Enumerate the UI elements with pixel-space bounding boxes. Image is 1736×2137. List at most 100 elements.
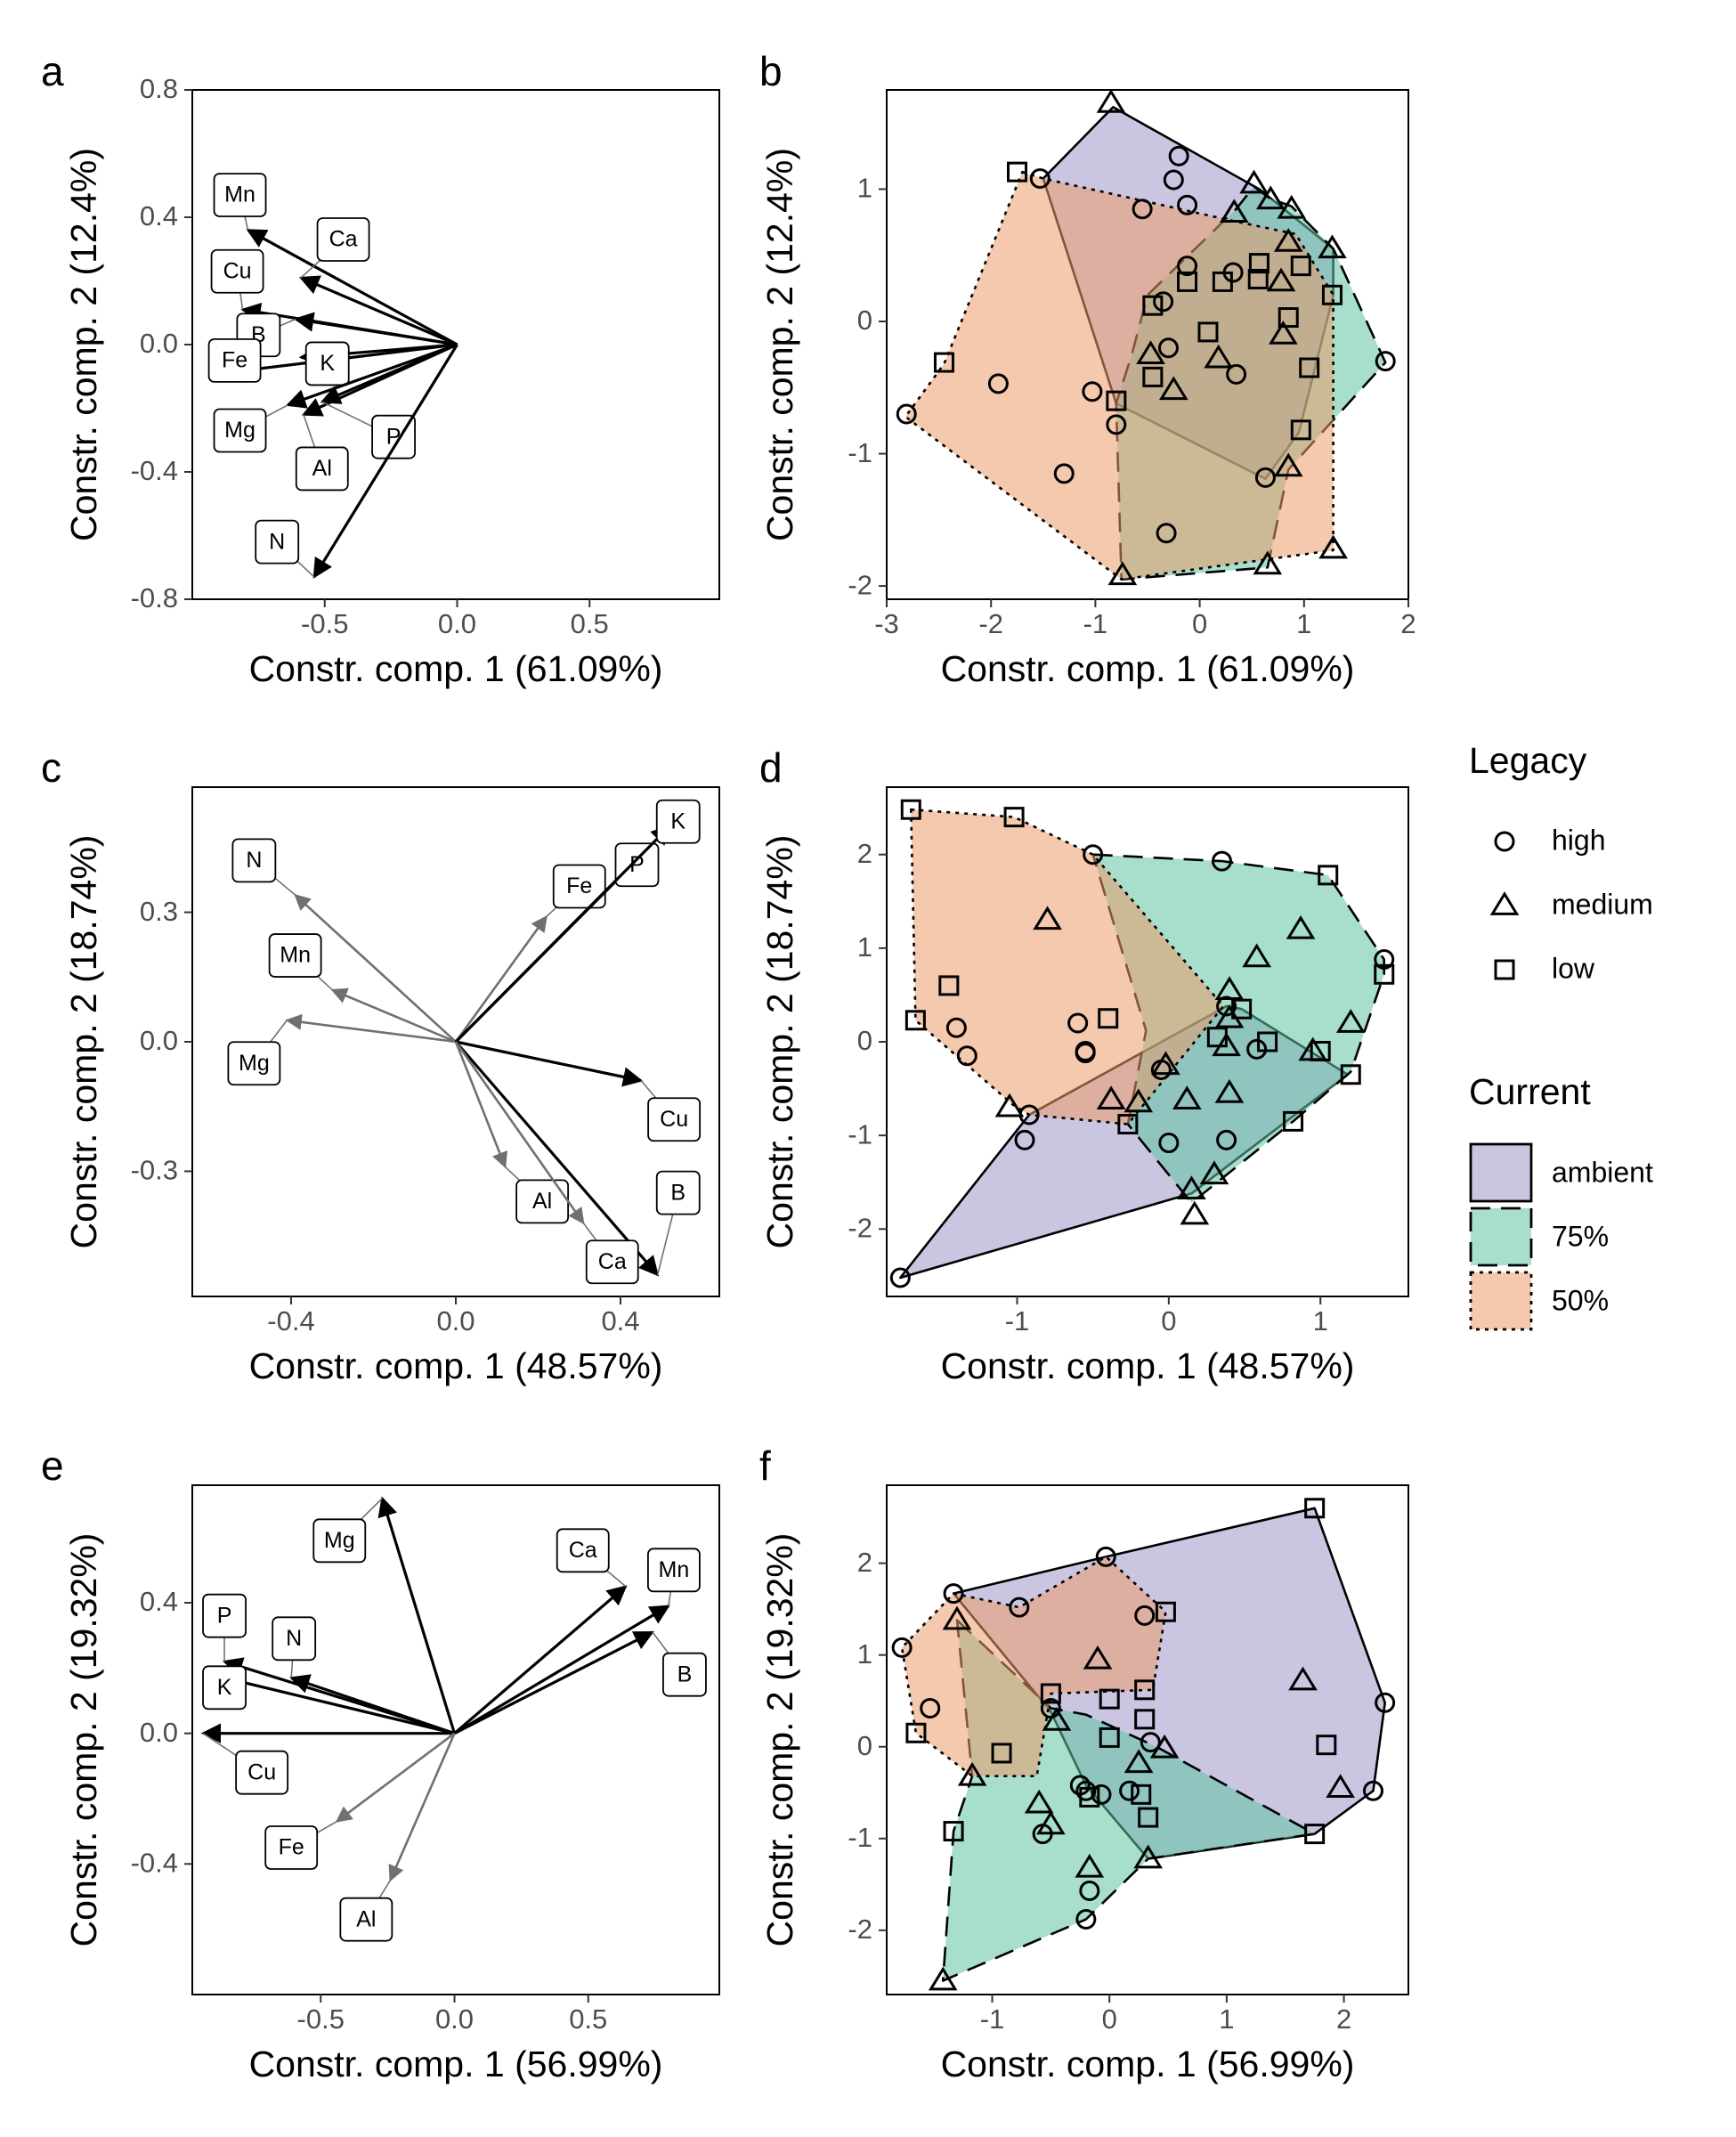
label-box — [207, 337, 262, 383]
hull-50pct — [900, 1556, 1167, 1777]
label-box — [227, 1041, 281, 1086]
data-point-square — [991, 1743, 1012, 1764]
data-point-circle — [1014, 1129, 1035, 1150]
y-tick-label: 0 — [857, 1730, 872, 1761]
vector-Cu — [455, 1040, 644, 1087]
data-point-triangle — [1042, 1706, 1072, 1731]
vector-label-Fe: Fe — [552, 864, 606, 909]
panel-d: d -1 0 1 -2 -1 0 1 2 Constr. comp. 1 (48.57%) Cons… — [759, 744, 1409, 1386]
data-point-square — [1177, 271, 1198, 292]
vector-label-Mn: Mn — [268, 933, 322, 978]
x-tick-label: 0.0 — [438, 608, 476, 639]
legend-item-medium: medium — [1489, 888, 1653, 920]
data-point-triangle — [1204, 344, 1234, 369]
y-tick-label: 2 — [857, 1547, 872, 1578]
y-tick-label: 1 — [857, 1638, 872, 1670]
legend: Legacy high medium low Current ambient 75% 50% — [1469, 740, 1653, 1331]
y-axis: -0.3 0.0 0.3 — [131, 896, 192, 1186]
y-tick-label: 2 — [857, 838, 872, 869]
data-point-circle — [1075, 1780, 1097, 1801]
label-box — [255, 519, 300, 565]
data-point-circle — [943, 1583, 964, 1605]
vector-label-Fe: Fe — [264, 1825, 319, 1870]
data-point-square — [1197, 321, 1219, 343]
y-axis-title: Constr. comp. 2 (12.4%) — [759, 148, 800, 541]
label-box — [647, 1548, 701, 1593]
vector-P — [320, 343, 458, 404]
vector-label-Mg: Mg — [312, 1518, 367, 1564]
data-point-triangle — [1096, 1085, 1126, 1110]
x-axis-title: Constr. comp. 1 (56.99%) — [249, 2044, 663, 2084]
label-box — [316, 217, 370, 262]
y-tick-label: 0.4 — [140, 200, 178, 232]
data-point-circle — [1374, 948, 1395, 970]
label-box — [264, 1825, 319, 1870]
vector-B — [454, 1040, 660, 1277]
x-tick-label: 1 — [1313, 1305, 1328, 1337]
y-tick-label: 0.0 — [140, 1717, 178, 1748]
label-text: Mg — [239, 1051, 270, 1076]
data-point-square — [933, 352, 954, 373]
y-axis: -2 -1 0 1 2 — [848, 1547, 887, 1945]
vector-N — [289, 1674, 456, 1735]
data-point-triangle — [1326, 1774, 1355, 1798]
y-tick-label: -0.4 — [131, 455, 178, 486]
x-tick-label: 1 — [1296, 608, 1311, 639]
loading-vectors: Mg Ca Mn B P N K Cu Fe Al — [200, 1496, 707, 1942]
vector-label-P: P — [371, 414, 416, 459]
label-text: Al — [312, 456, 332, 481]
vector-B — [453, 1630, 654, 1735]
data-point-circle — [1163, 169, 1184, 191]
data-point-square — [1304, 1824, 1326, 1845]
data-point-triangle — [957, 1761, 987, 1786]
data-point-circle — [1168, 145, 1189, 167]
label-box — [231, 838, 277, 883]
data-point-circle — [1375, 1692, 1396, 1713]
data-point-circle — [1153, 291, 1174, 313]
label-box — [202, 1593, 247, 1638]
data-point-triangle — [1219, 199, 1249, 223]
vector-label-Cu: Cu — [235, 1750, 289, 1795]
plot-frame — [886, 1484, 1409, 1995]
x-tick-label: -0.5 — [297, 2003, 345, 2035]
data-point-triangle — [994, 1093, 1025, 1117]
data-point-circle — [1254, 467, 1276, 488]
data-point-circle — [1029, 168, 1051, 190]
x-tick-label: -1 — [980, 2003, 1005, 2035]
data-point-circle — [1091, 1784, 1112, 1805]
label-text: Ca — [569, 1538, 597, 1563]
data-point-square — [1283, 1110, 1304, 1132]
data-point-circle — [896, 403, 917, 425]
data-point-circle — [1132, 199, 1153, 220]
data-point-circle — [1075, 1041, 1096, 1062]
y-tick-label: -2 — [848, 569, 872, 600]
legend-item-high: high — [1494, 824, 1606, 856]
data-point-circle — [956, 1045, 978, 1067]
y-axis-title: Constr. comp. 2 (19.32%) — [759, 1533, 800, 1947]
data-point-square — [1318, 865, 1339, 886]
y-tick-label: -2 — [848, 1914, 872, 1945]
data-point-triangle — [1107, 561, 1138, 586]
legend-title-current: Current — [1469, 1071, 1591, 1112]
hull-50pct — [909, 808, 1225, 1125]
plot-area — [886, 88, 1409, 600]
vector-label-N: N — [272, 1616, 317, 1662]
data-point-triangle — [1273, 227, 1303, 252]
vector-label-Al: Al — [339, 1897, 393, 1942]
data-point-square — [943, 1821, 964, 1842]
square-icon — [1494, 959, 1515, 980]
label-box — [614, 842, 660, 888]
y-tick-label: 0.3 — [140, 896, 178, 927]
y-tick-label: -1 — [848, 1118, 872, 1150]
vector-label-Mg: Mg — [213, 408, 267, 453]
data-point-square — [1321, 284, 1343, 305]
data-point-circle — [1375, 351, 1396, 372]
data-point-square — [1007, 161, 1027, 183]
label-text: Fe — [566, 873, 592, 898]
data-point-square — [1290, 256, 1311, 277]
label-text: Ca — [329, 227, 358, 252]
data-point-triangle — [1214, 976, 1245, 1001]
